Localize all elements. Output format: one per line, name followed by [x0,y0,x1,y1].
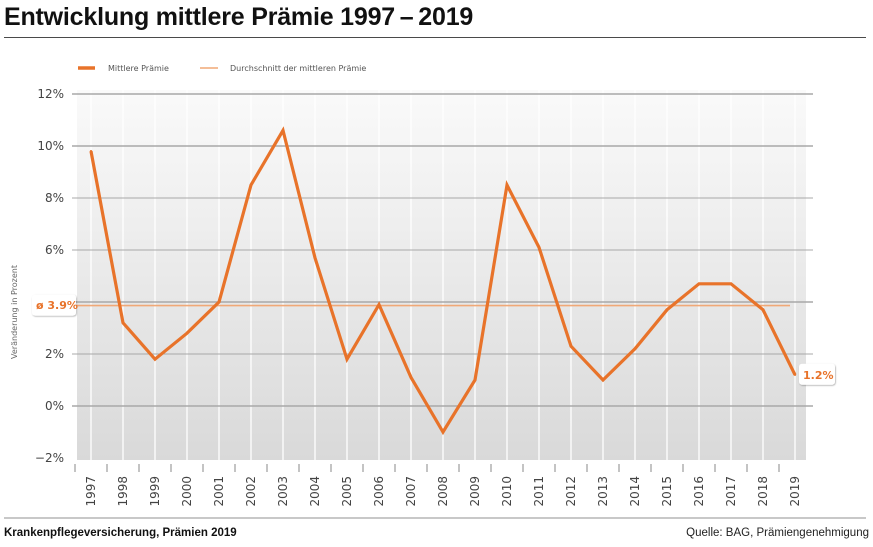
y-tick-label: 10% [37,139,64,153]
data-point-2017 [729,282,733,285]
data-point-2005 [345,358,349,361]
average-callout-text: ø 3.9% [36,299,78,312]
data-point-2004 [313,256,317,259]
x-tick-label: 2001 [212,476,226,507]
data-point-1998 [121,321,125,324]
series-mittlere-praemie [89,126,797,436]
x-tick-label: 1998 [116,476,130,507]
x-tick-label: 2015 [660,476,674,507]
x-tick-label: 1997 [84,476,98,507]
data-point-2000 [185,332,189,335]
data-point-2014 [633,347,637,350]
x-tick-label: 2013 [596,476,610,507]
x-tick-label: 2010 [500,476,514,507]
x-tick-label: 2004 [308,476,322,507]
x-tick-label: 2007 [404,476,418,507]
data-point-2006 [377,303,381,306]
data-point-2016 [697,282,701,285]
x-tick-label: 2000 [180,476,194,507]
x-tick-label: 1999 [148,476,162,507]
x-tick-label: 2017 [724,476,738,507]
page-title: Entwicklung mittlere Prämie 1997 – 2019 [4,3,474,31]
data-point-1999 [153,358,157,361]
horizontal-gridlines [72,93,813,407]
y-tick-labels: −2% 0% 2% 6% 8% 10% 12% [35,87,64,465]
data-point-2002 [249,183,253,187]
callouts: ø 3.9% 1.2% [32,294,835,385]
source-note: Quelle: BAG, Prämiengenehmigung [686,527,869,539]
chart: Mittlere Prämie Durchschnitt der mittler… [10,64,835,507]
x-tick-label: 2011 [532,476,546,507]
title-divider [4,37,866,38]
y-tick-label: 12% [37,87,64,101]
x-tick-label: 2002 [244,476,258,507]
x-tick-label: 2005 [340,476,354,507]
last-value-callout-box [799,363,835,385]
x-tick-label: 2009 [468,476,482,507]
data-point-2010 [505,183,509,187]
x-tick-label: 2014 [628,476,642,507]
last-value-callout-text: 1.2% [803,369,834,382]
data-point-2009 [473,378,477,382]
average-callout-box [32,294,76,316]
data-point-2018 [761,308,765,311]
y-tick-label: 6% [45,243,64,257]
last-value-callout: 1.2% [799,363,835,385]
data-point-2001 [217,300,221,304]
data-point-2013 [601,378,605,382]
legend-label-durchschnitt: Durchschnitt der mittleren Prämie [230,64,366,73]
x-tick-label: 2019 [788,476,802,507]
footer-divider [4,517,866,519]
data-point-1997 [89,150,93,153]
data-point-2012 [569,345,573,348]
x-tick-label: 2006 [372,476,386,507]
data-point-2007 [409,376,413,379]
x-tick-label: 2018 [756,476,770,507]
x-ticks: 1997 1998 1999 2000 2001 2002 2003 2004 2005 2006… [74,464,802,507]
data-point-2019 [793,373,797,376]
footer-title: Krankenpflegeversicherung, Prämien 2019 [4,527,237,539]
data-point-2003 [281,129,285,132]
data-point-2008 [441,430,445,434]
x-tick-label: 2008 [436,476,450,507]
data-point-2015 [665,308,669,311]
plot-background [77,90,806,460]
y-tick-label: −2% [35,451,64,465]
x-tick-label: 2012 [564,476,578,507]
y-tick-label: 8% [45,191,64,205]
y-tick-label: 2% [45,347,64,361]
legend: Mittlere Prämie Durchschnitt der mittler… [78,64,366,73]
average-callout: ø 3.9% [32,294,78,316]
legend-label-mittlere-praemie: Mittlere Prämie [108,64,169,73]
y-tick-label: 0% [45,399,64,413]
y-axis-label: Veränderung in Prozent [10,265,19,359]
x-tick-label: 2003 [276,476,290,507]
x-tick-label: 2016 [692,476,706,507]
data-point-2011 [537,246,541,249]
